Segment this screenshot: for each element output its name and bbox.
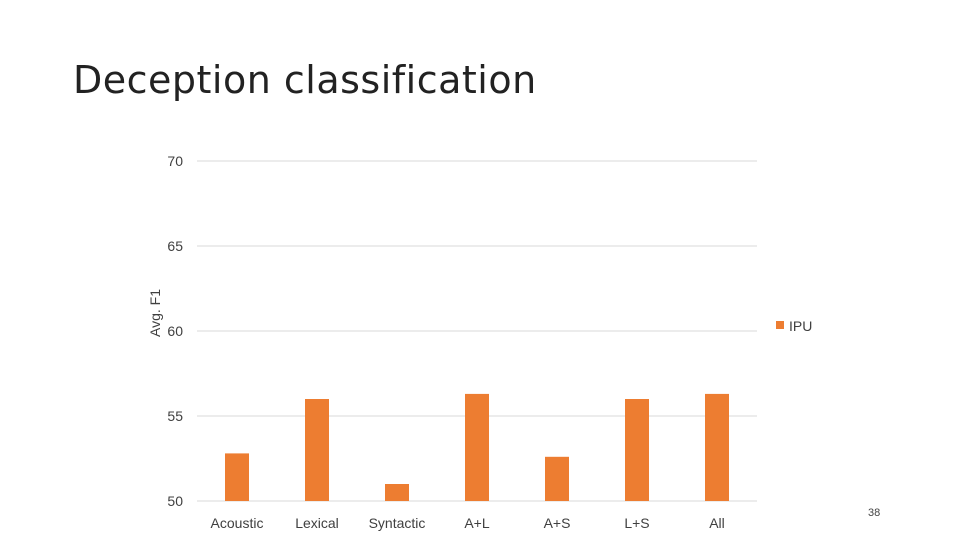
bar xyxy=(465,393,489,501)
x-tick-label: Syntactic xyxy=(369,515,426,531)
x-tick-label: Lexical xyxy=(295,515,339,531)
legend-swatch xyxy=(776,321,784,329)
bar xyxy=(385,484,409,501)
y-tick-labels: 50 55 60 65 70 xyxy=(167,153,183,509)
y-tick-label: 60 xyxy=(167,323,183,339)
x-tick-label: A+S xyxy=(544,515,571,531)
y-tick-label: 70 xyxy=(167,153,183,169)
y-axis-label: Avg. F1 xyxy=(147,289,163,337)
bar xyxy=(625,399,649,501)
y-tick-label: 55 xyxy=(167,408,183,424)
bar xyxy=(545,456,569,501)
bars xyxy=(225,393,729,501)
bar xyxy=(305,399,329,501)
bar xyxy=(705,393,729,501)
y-tick-label: 50 xyxy=(167,493,183,509)
x-tick-label: L+S xyxy=(624,515,649,531)
legend: IPU xyxy=(776,318,812,334)
x-tick-label: All xyxy=(709,515,725,531)
y-tick-label: 65 xyxy=(167,238,183,254)
legend-label: IPU xyxy=(789,318,812,334)
x-tick-labels: Acoustic Lexical Syntactic A+L A+S L+S All xyxy=(211,515,725,531)
slide-title: Deception classification xyxy=(73,58,537,102)
bar xyxy=(225,453,249,501)
page-number: 38 xyxy=(868,507,881,519)
x-tick-label: Acoustic xyxy=(211,515,264,531)
x-tick-label: A+L xyxy=(464,515,490,531)
